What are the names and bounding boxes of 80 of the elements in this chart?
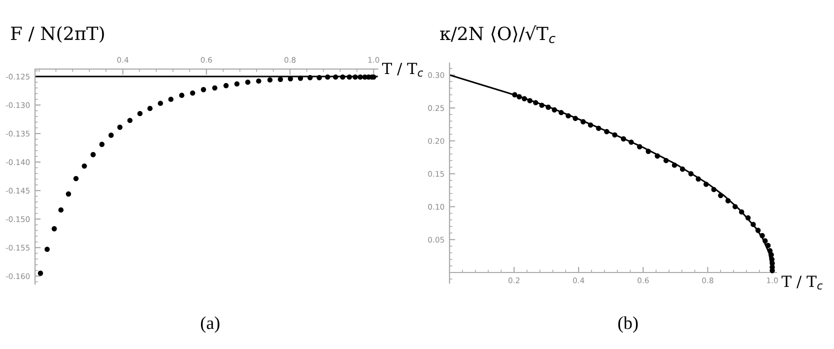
point	[572, 116, 578, 122]
point	[588, 122, 594, 128]
point	[604, 129, 610, 134]
text: (b)	[618, 316, 638, 333]
point	[696, 176, 701, 182]
point	[190, 90, 196, 96]
point	[358, 74, 363, 80]
point	[762, 238, 768, 244]
point	[558, 110, 564, 116]
point	[680, 166, 686, 172]
point	[654, 153, 660, 159]
point	[346, 74, 352, 80]
point	[688, 171, 694, 176]
point	[179, 92, 184, 98]
point	[307, 75, 313, 80]
point	[663, 158, 669, 164]
point	[158, 100, 164, 106]
point	[755, 228, 761, 233]
y-axis-title: F / N(2πT)	[11, 26, 104, 43]
point	[168, 96, 174, 102]
point	[533, 100, 538, 106]
point	[718, 192, 724, 198]
point	[539, 102, 544, 108]
text: (a)	[200, 316, 220, 333]
point	[212, 85, 218, 91]
point	[38, 270, 44, 276]
point	[73, 176, 79, 182]
point	[127, 118, 133, 124]
point	[672, 162, 678, 168]
point	[58, 207, 64, 213]
point	[745, 215, 751, 220]
x-axis-title: T / T$_{c}$	[382, 62, 424, 77]
point	[628, 140, 634, 145]
point	[278, 76, 284, 82]
point	[256, 78, 262, 84]
point	[332, 74, 338, 80]
point	[234, 81, 240, 87]
point	[711, 186, 716, 192]
point	[200, 87, 206, 92]
point	[298, 76, 304, 81]
point	[99, 142, 105, 147]
point	[522, 96, 527, 102]
point	[566, 113, 571, 118]
point	[340, 74, 346, 80]
point	[223, 83, 229, 88]
point	[325, 74, 330, 80]
point	[527, 98, 532, 104]
point	[760, 233, 765, 238]
point	[245, 80, 250, 85]
point	[768, 252, 774, 258]
point	[147, 106, 153, 112]
point	[66, 191, 72, 197]
point	[596, 126, 602, 131]
point	[512, 92, 518, 98]
point	[82, 163, 87, 169]
point	[90, 152, 96, 158]
point	[137, 110, 143, 116]
point	[646, 148, 651, 154]
point	[552, 107, 558, 113]
point	[352, 74, 358, 80]
point	[612, 132, 618, 138]
x-axis-title: T / T$_{c}$	[782, 276, 823, 290]
point	[267, 77, 273, 83]
point	[732, 204, 738, 210]
line-series	[450, 74, 774, 274]
point	[117, 124, 122, 130]
point	[620, 136, 626, 142]
point	[739, 209, 744, 215]
point	[516, 94, 522, 100]
point	[725, 198, 731, 204]
point	[316, 75, 322, 80]
point	[580, 119, 586, 124]
point	[704, 182, 709, 187]
point	[546, 104, 551, 110]
point	[750, 222, 756, 228]
y-axis-title: κ/2N ⟨O⟩/√T$_{c}$	[440, 25, 556, 44]
point	[52, 226, 57, 232]
point	[108, 132, 114, 138]
point	[637, 144, 642, 150]
point	[44, 246, 50, 252]
